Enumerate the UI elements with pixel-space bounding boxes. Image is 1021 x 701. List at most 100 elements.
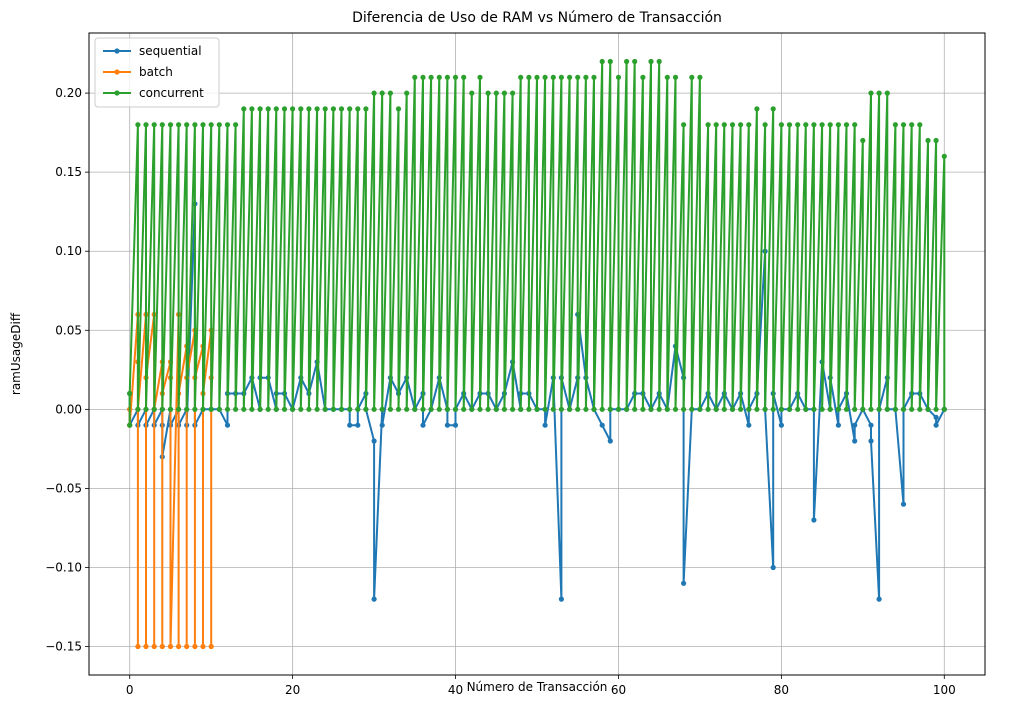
data-point-concurrent bbox=[257, 406, 263, 412]
data-point-concurrent bbox=[518, 406, 524, 412]
legend-box bbox=[94, 37, 220, 108]
data-point-concurrent bbox=[827, 406, 833, 412]
data-point-concurrent bbox=[648, 58, 654, 65]
data-point-sequential bbox=[746, 422, 752, 428]
data-point-concurrent bbox=[298, 406, 304, 412]
data-point-concurrent bbox=[509, 90, 516, 96]
data-point-concurrent bbox=[257, 106, 263, 112]
data-point-concurrent bbox=[249, 406, 255, 412]
data-point-concurrent bbox=[501, 90, 507, 96]
data-point-batch bbox=[176, 643, 182, 650]
data-point-concurrent bbox=[803, 406, 809, 412]
data-point-concurrent bbox=[583, 74, 589, 80]
data-point-concurrent bbox=[306, 106, 312, 112]
y-axis-label: ramUsageDiff bbox=[9, 312, 23, 395]
data-point-concurrent bbox=[729, 122, 736, 128]
data-point-concurrent bbox=[583, 406, 589, 412]
data-point-concurrent bbox=[273, 406, 279, 412]
data-point-concurrent bbox=[404, 90, 410, 96]
data-point-concurrent bbox=[461, 74, 467, 80]
data-point-concurrent bbox=[835, 122, 842, 128]
data-point-concurrent bbox=[550, 406, 556, 412]
data-point-concurrent bbox=[542, 74, 548, 80]
data-point-concurrent bbox=[379, 90, 385, 96]
data-point-concurrent bbox=[444, 74, 450, 80]
data-point-concurrent bbox=[827, 122, 833, 128]
data-point-sequential bbox=[852, 422, 858, 428]
data-point-concurrent bbox=[420, 406, 426, 412]
data-point-concurrent bbox=[599, 58, 605, 65]
data-point-sequential bbox=[558, 596, 565, 602]
data-point-concurrent bbox=[575, 74, 581, 80]
data-point-sequential bbox=[835, 422, 842, 428]
data-point-concurrent bbox=[567, 74, 573, 80]
data-point-concurrent bbox=[395, 106, 402, 112]
data-point-concurrent bbox=[746, 122, 752, 128]
data-point-concurrent bbox=[224, 122, 231, 128]
data-point-concurrent bbox=[485, 90, 491, 96]
data-point-concurrent bbox=[330, 106, 336, 112]
data-point-concurrent bbox=[640, 74, 646, 80]
data-point-concurrent bbox=[697, 74, 703, 80]
data-point-concurrent bbox=[469, 90, 475, 96]
data-point-concurrent bbox=[151, 406, 157, 412]
x-axis-label: Número de Transacción bbox=[467, 680, 608, 694]
data-point-concurrent bbox=[892, 122, 899, 128]
data-point-concurrent bbox=[509, 406, 516, 412]
data-point-concurrent bbox=[672, 74, 679, 80]
data-point-concurrent bbox=[314, 106, 320, 112]
data-point-concurrent bbox=[876, 90, 882, 96]
data-point-concurrent bbox=[876, 406, 882, 412]
data-point-concurrent bbox=[290, 406, 296, 412]
data-point-concurrent bbox=[713, 122, 719, 128]
data-point-concurrent bbox=[363, 406, 369, 412]
data-point-concurrent bbox=[127, 390, 133, 397]
data-point-concurrent bbox=[412, 74, 418, 80]
data-point-concurrent bbox=[233, 406, 239, 412]
data-point-concurrent bbox=[884, 406, 890, 412]
data-point-concurrent bbox=[330, 406, 336, 412]
data-point-sequential bbox=[900, 501, 907, 507]
legend-swatch-marker bbox=[114, 48, 120, 54]
data-point-concurrent bbox=[436, 406, 442, 412]
data-point-concurrent bbox=[681, 406, 687, 412]
data-point-concurrent bbox=[705, 406, 711, 412]
data-point-concurrent bbox=[892, 406, 899, 412]
data-point-concurrent bbox=[534, 74, 540, 80]
data-point-sequential bbox=[852, 438, 858, 444]
data-point-concurrent bbox=[754, 106, 760, 112]
data-point-batch bbox=[135, 643, 141, 650]
series-line-concurrent bbox=[128, 60, 946, 426]
data-point-concurrent bbox=[835, 406, 842, 412]
data-point-concurrent bbox=[542, 406, 548, 412]
y-axis: −0.15 −0.10 −0.05 0.00 0.05 0.10 0.15 0.20 bbox=[45, 86, 89, 654]
data-point-concurrent bbox=[135, 406, 141, 412]
data-point-concurrent bbox=[648, 406, 654, 412]
y-tick-label: 0.05 bbox=[55, 323, 82, 337]
data-point-sequential bbox=[770, 564, 776, 571]
data-point-sequential bbox=[355, 422, 361, 428]
data-point-concurrent bbox=[689, 74, 695, 80]
x-tick-label: 0 bbox=[126, 683, 134, 697]
data-point-batch bbox=[192, 643, 198, 650]
data-point-concurrent bbox=[184, 122, 190, 128]
data-point-concurrent bbox=[485, 406, 491, 412]
data-point-concurrent bbox=[656, 58, 662, 65]
data-point-concurrent bbox=[762, 406, 768, 412]
data-point-concurrent bbox=[192, 406, 198, 412]
data-point-concurrent bbox=[412, 406, 418, 412]
data-point-concurrent bbox=[436, 74, 442, 80]
y-tick-label: −0.05 bbox=[45, 481, 82, 495]
data-point-concurrent bbox=[900, 406, 907, 412]
data-point-batch bbox=[167, 643, 174, 650]
data-point-concurrent bbox=[314, 406, 320, 412]
data-point-concurrent bbox=[909, 122, 915, 128]
data-point-concurrent bbox=[607, 406, 613, 412]
data-point-concurrent bbox=[281, 106, 288, 112]
data-point-concurrent bbox=[941, 406, 947, 412]
data-point-concurrent bbox=[265, 406, 271, 412]
data-point-concurrent bbox=[843, 122, 850, 128]
series-concurrent bbox=[127, 58, 947, 428]
data-point-batch bbox=[143, 643, 149, 650]
data-point-concurrent bbox=[672, 406, 679, 412]
